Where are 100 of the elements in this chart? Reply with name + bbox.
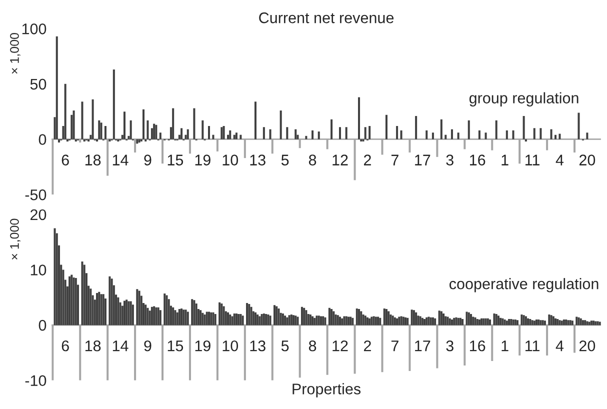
bar (356, 308, 358, 326)
bar (379, 318, 382, 326)
bar (590, 320, 592, 326)
y-tick-label: 50 (30, 78, 46, 90)
x-tick-label: 12 (332, 154, 348, 166)
bar (104, 126, 106, 140)
bar (542, 320, 544, 326)
x-tick-label: 18 (85, 340, 101, 352)
bar (284, 316, 286, 326)
bar (269, 129, 272, 140)
bar (524, 316, 527, 326)
bar (286, 317, 288, 326)
bar (343, 316, 346, 326)
bar (440, 311, 442, 326)
bar (132, 304, 134, 326)
bar (260, 314, 263, 326)
bar (200, 310, 202, 326)
bar (516, 320, 518, 326)
bar (390, 314, 392, 326)
bar (182, 310, 185, 326)
x-tick-label: 15 (168, 154, 184, 166)
bar (334, 314, 337, 326)
x-tick-label: 3 (446, 340, 454, 352)
bar (296, 316, 299, 326)
y-tick-label: 0 (38, 134, 46, 145)
bar (578, 112, 580, 140)
bar (338, 316, 341, 326)
bar (256, 314, 259, 326)
bar (96, 292, 98, 326)
bar (392, 316, 394, 326)
bar (478, 320, 480, 326)
x-tick-label: 4 (556, 154, 564, 166)
bar (330, 309, 333, 326)
bar (506, 320, 508, 326)
bar (569, 320, 572, 326)
bar (497, 316, 500, 326)
bar (155, 124, 158, 140)
bar (126, 300, 128, 326)
bar (514, 320, 516, 326)
bar (130, 301, 132, 326)
bar (178, 309, 180, 326)
bar (54, 228, 56, 326)
bar (410, 310, 413, 326)
bar (550, 129, 552, 140)
bar (56, 36, 58, 140)
bar (286, 127, 288, 140)
bar (208, 312, 210, 326)
bar (136, 139, 138, 144)
bar (267, 314, 270, 326)
x-tick-label: 2 (364, 154, 371, 166)
bar (457, 132, 460, 140)
x-tick-label: 17 (415, 154, 430, 166)
bar (214, 314, 216, 326)
bar (506, 130, 508, 140)
bar (493, 313, 496, 326)
bar (166, 295, 168, 326)
bar (233, 313, 236, 326)
x-tick-label: 9 (144, 340, 152, 352)
bar (338, 127, 341, 140)
bar (123, 300, 126, 326)
x-tick-label: 12 (332, 340, 348, 352)
bar (155, 307, 158, 326)
y-tick-label: 0 (38, 320, 46, 331)
bar (195, 303, 198, 326)
bar (468, 312, 470, 326)
bar (368, 318, 371, 326)
x-tick-label: 19 (195, 340, 210, 352)
bar (269, 316, 272, 326)
bar (102, 294, 104, 326)
bar (459, 318, 462, 326)
bar (222, 126, 225, 140)
bar (576, 316, 578, 326)
bar (504, 320, 506, 326)
bar (424, 318, 426, 326)
y-tick-label: -10 (25, 375, 46, 386)
bar (117, 297, 120, 326)
bar (212, 312, 214, 326)
bar (540, 320, 542, 326)
bar (112, 70, 115, 140)
x-tick-label: 16 (470, 340, 486, 352)
bar (432, 317, 434, 326)
annotation: cooperative regulation (450, 278, 598, 292)
bar (522, 315, 525, 326)
bar (193, 108, 196, 140)
bar (172, 307, 174, 326)
y-tick-label: 10 (30, 264, 46, 276)
x-tick-label: 11 (525, 340, 540, 352)
bar (434, 318, 436, 326)
bar (484, 318, 487, 326)
bar (159, 132, 162, 140)
bar (180, 308, 183, 326)
bar (512, 320, 514, 326)
bar (402, 316, 404, 326)
bar (336, 315, 339, 326)
bar (280, 312, 282, 326)
bar (578, 317, 580, 326)
bar (186, 312, 189, 326)
x-tick-label: 18 (85, 154, 101, 166)
bar (108, 276, 111, 326)
bar (294, 129, 297, 140)
